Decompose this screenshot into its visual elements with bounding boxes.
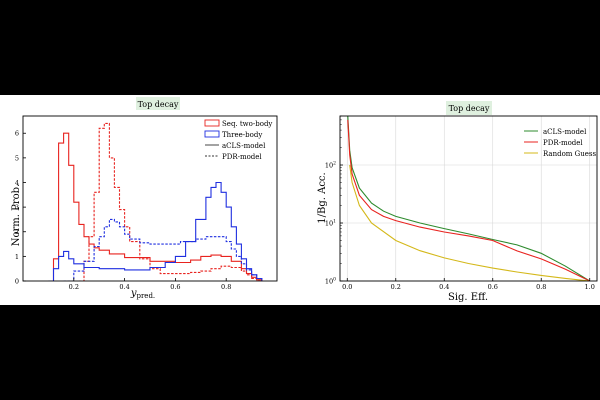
left-ticks: 0.2 0.4 0.6 0.8 0 1 2 3 4 5 6 [15, 130, 232, 291]
left-xlabel: ypred. [130, 288, 155, 300]
legend-pdr-r-label: PDR-model [543, 139, 583, 147]
figure-canvas: Top decay 0.2 0.4 0.6 0.8 0 1 2 3 4 5 6 Norm. Prob… [0, 95, 600, 305]
right-ytick-label: 102 [325, 161, 336, 170]
left-series-group [48, 122, 263, 281]
left-ytick-label: 2 [15, 228, 19, 236]
legend-three-label: Three-body [222, 131, 262, 139]
right-xtick-label: 1.0 [585, 283, 595, 291]
left-xtick-label: 0.2 [69, 283, 79, 291]
right-ylabel: 1/Bg. Acc. [317, 172, 328, 223]
right-series-group [347, 116, 590, 281]
right-legend: aCLS-model PDR-model Random Guess [524, 128, 597, 158]
right-xtick-label: 0.4 [439, 283, 449, 291]
right-series-random-guess [349, 164, 590, 281]
right-grid [340, 116, 597, 282]
right-ytick-label: 100 [325, 277, 336, 286]
right-ytick-base: 10 [325, 220, 333, 228]
left-xlabel-main: y [130, 288, 137, 299]
left-xtick-label: 0.8 [221, 283, 231, 291]
left-xtick-label: 0.4 [119, 283, 129, 291]
right-xtick-label: 0.0 [342, 283, 352, 291]
left-ytick-label: 5 [15, 154, 19, 162]
left-series-three-body-pdr-model [63, 218, 263, 281]
right-ytick-exp: 2 [333, 161, 336, 167]
left-chart: Top decay 0.2 0.4 0.6 0.8 0 1 2 3 4 5 6 Norm. Prob… [11, 97, 278, 300]
figure-svg: Top decay 0.2 0.4 0.6 0.8 0 1 2 3 4 5 6 Norm. Prob… [11, 97, 598, 303]
right-xtick-label: 0.8 [536, 283, 546, 291]
legend-random-label: Random Guess [543, 150, 597, 158]
left-title: Top decay [138, 100, 179, 109]
right-series-pdr-model [347, 119, 590, 281]
right-title-box [446, 101, 492, 115]
right-series-acls-model [347, 116, 590, 281]
legend-acls-label: aCLS-model [222, 142, 266, 150]
left-xtick-label: 0.6 [170, 283, 180, 291]
right-title: Top decay [449, 104, 490, 113]
left-title-box [136, 97, 180, 110]
right-xlabel: Sig. Eff. [448, 292, 488, 303]
left-xlabel-sub: pred. [136, 292, 155, 300]
left-ytick-label: 4 [15, 179, 19, 187]
legend-pdr-label: PDR-model [222, 153, 262, 161]
left-series-seq-two-body-pdr-model [78, 122, 263, 281]
left-ytick-label: 1 [15, 253, 19, 261]
left-ylabel: Norm. Prob. [11, 184, 22, 247]
legend-seq-swatch [204, 119, 220, 127]
right-axes-frame [339, 115, 598, 282]
right-ytick-exp: 1 [333, 219, 336, 225]
right-xtick-label: 0.6 [488, 283, 498, 291]
left-legend: Seq. two-body Three-body aCLS-model PDR-… [204, 119, 272, 161]
legend-acls-r-label: aCLS-model [543, 128, 587, 136]
legend-seq-label: Seq. two-body [222, 120, 272, 128]
right-ytick-exp: 0 [333, 277, 336, 283]
left-ytick-label: 0 [15, 278, 19, 286]
right-ytick-base: 10 [325, 278, 333, 286]
legend-three-swatch [204, 130, 220, 138]
right-ytick-label: 101 [325, 219, 336, 228]
left-ytick-label: 3 [15, 204, 19, 212]
left-axes-frame [22, 115, 278, 282]
left-ytick-label: 6 [15, 130, 19, 138]
right-ytick-base: 10 [325, 162, 333, 170]
right-xtick-label: 0.2 [391, 283, 401, 291]
